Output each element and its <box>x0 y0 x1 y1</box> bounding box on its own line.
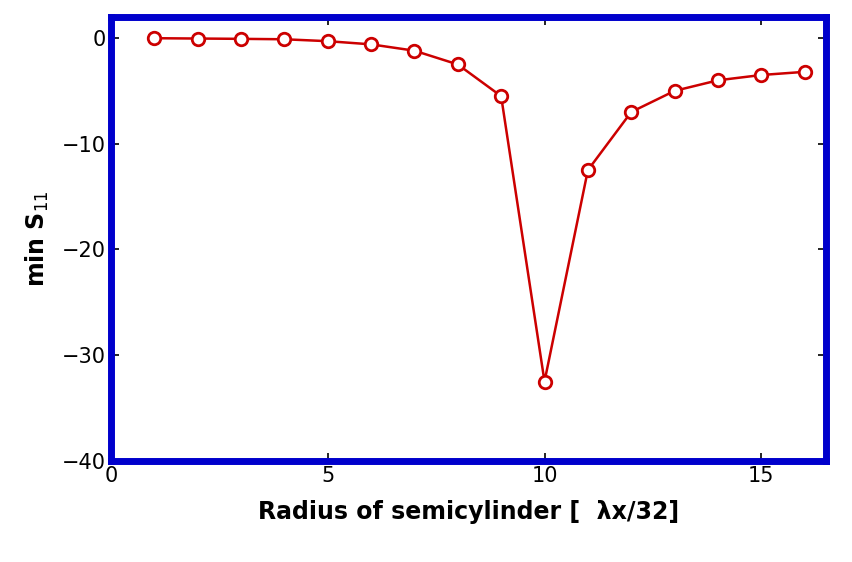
X-axis label: Radius of semicylinder [  λx/32]: Radius of semicylinder [ λx/32] <box>258 500 679 524</box>
Y-axis label: min S$_{11}$: min S$_{11}$ <box>24 191 51 287</box>
